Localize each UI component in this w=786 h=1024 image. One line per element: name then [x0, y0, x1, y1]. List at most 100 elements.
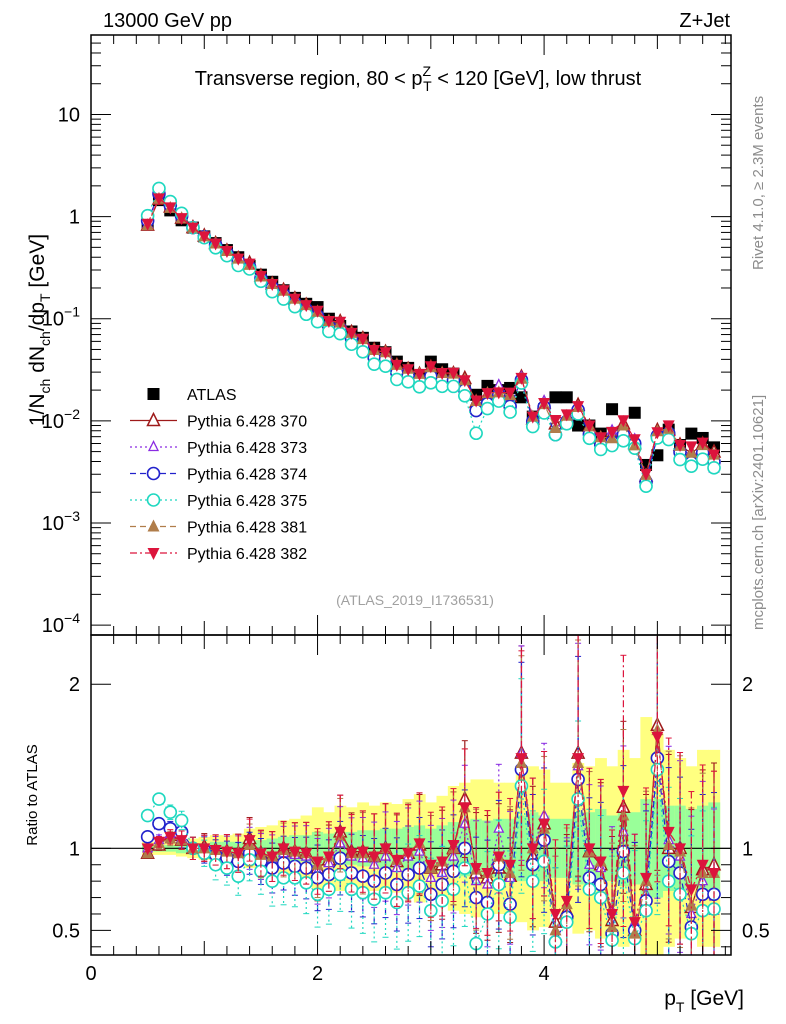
ratio-point [526, 843, 539, 856]
ratio-point [198, 843, 211, 856]
main-point [356, 344, 370, 359]
x-tick-label: 2 [312, 963, 323, 985]
atlas-data-point [651, 449, 664, 462]
ratio-y-tick-label-left: 2 [69, 674, 80, 696]
main-point [390, 372, 404, 387]
legend-label: Pythia 6.428 382 [187, 546, 307, 563]
ratio-point [140, 808, 155, 823]
main-point [617, 415, 630, 428]
ratio-point [628, 926, 641, 939]
main-point [628, 434, 641, 447]
main-point [333, 326, 348, 341]
legend-marker [147, 548, 160, 560]
main-point [300, 300, 313, 313]
main-point [708, 449, 721, 462]
ratio-point [243, 835, 256, 848]
legend-label: Pythia 6.428 370 [187, 414, 307, 431]
main-point [390, 359, 403, 372]
x-tick-label: 4 [539, 963, 550, 985]
main-point [696, 437, 709, 450]
ratio-point [311, 856, 324, 869]
ratio-point [254, 848, 267, 861]
ratio-point [628, 917, 641, 930]
main-point [141, 218, 154, 231]
ratio-point [345, 848, 358, 861]
main-point [674, 440, 687, 453]
main-point [707, 461, 721, 475]
ratio-point [379, 843, 392, 856]
ratio-y-tick-label-left: 1 [69, 838, 80, 860]
ratio-y-tick-label-right: 2 [742, 674, 753, 696]
legend-label: Pythia 6.428 374 [187, 467, 307, 484]
main-y-tick-label: 10−4 [42, 610, 80, 637]
atlas-data-point [572, 419, 585, 432]
ratio-point [175, 835, 188, 848]
legend-label-atlas: ATLAS [187, 387, 237, 404]
main-point [606, 426, 619, 439]
ratio-point [209, 844, 222, 857]
main-ticks [90, 34, 731, 635]
main-point [662, 420, 675, 433]
ratio-point [685, 884, 698, 897]
main-y-tick-label: 1 [69, 207, 80, 229]
atlas-data-point [515, 391, 528, 404]
rivet-label: Rivet 4.1.0, ≥ 2.3M events [750, 96, 767, 270]
main-point [549, 421, 562, 434]
main-point [651, 427, 664, 440]
main-point [356, 333, 369, 346]
ratio-point [322, 851, 335, 864]
main-point [334, 316, 347, 329]
main-point [582, 431, 597, 446]
main-point [424, 361, 437, 374]
ratio-point [152, 816, 166, 831]
ratio-point [504, 865, 517, 878]
ratio-point [164, 831, 177, 844]
main-point [458, 388, 472, 403]
legend-label: Pythia 6.428 375 [187, 493, 307, 510]
ratio-point [447, 840, 460, 853]
main-point [367, 357, 381, 371]
main-point [538, 398, 551, 411]
ratio-point [481, 867, 494, 880]
main-point [560, 409, 573, 422]
mcplots-label: mcplots.cern.ch [arXiv:2401.10621] [750, 395, 767, 630]
main-point [277, 285, 290, 298]
main-point [186, 222, 199, 235]
main-point [583, 420, 596, 433]
main-y-tick-labels: 10 1 10−1 10−2 10−3 10−4 [42, 104, 80, 637]
main-y-tick-label: 10−3 [42, 508, 80, 535]
ratio-point [413, 838, 426, 851]
main-point [152, 193, 165, 206]
main-point [593, 442, 608, 457]
legend-marker [147, 519, 160, 532]
main-y-tick-label: 10−1 [42, 304, 80, 331]
main-y-tick-label: 10 [58, 104, 80, 126]
plot-title: Transverse region, 80 < pZ T < 120 [GeV],… [195, 63, 642, 94]
main-point [504, 387, 517, 400]
main-point [209, 238, 222, 251]
atlas-data-point [628, 406, 641, 419]
ratio-y-tick-label-right: 0.5 [742, 920, 770, 942]
ratio-point [288, 846, 301, 859]
ratio-point [560, 895, 573, 908]
legend-marker [146, 493, 161, 507]
ratio-point [368, 851, 381, 864]
legend-marker [146, 466, 161, 481]
ratio-point [549, 908, 562, 921]
ratio-series-line [147, 753, 715, 933]
ratio-point [640, 872, 653, 885]
main-point [378, 359, 393, 373]
main-point [379, 347, 392, 360]
ratio-tick-labels: 0.5 0.5 1 1 2 2 0 2 4 [52, 674, 770, 985]
ratio-plot: 0.5 0.5 1 1 2 2 0 2 4 Ratio to ATLAS pT [GeV] [24, 634, 770, 1015]
main-point [572, 401, 585, 414]
main-point [413, 368, 426, 381]
main-point [526, 411, 539, 424]
legend: ATLAS Pythia 6.428 370 Pythia 6.428 373 Pyt… [130, 387, 307, 563]
main-point [594, 432, 607, 445]
ratio-point [220, 846, 233, 859]
ratio-point [696, 859, 709, 872]
main-point [549, 414, 562, 427]
ratio-point [436, 856, 449, 869]
main-point [616, 434, 631, 448]
